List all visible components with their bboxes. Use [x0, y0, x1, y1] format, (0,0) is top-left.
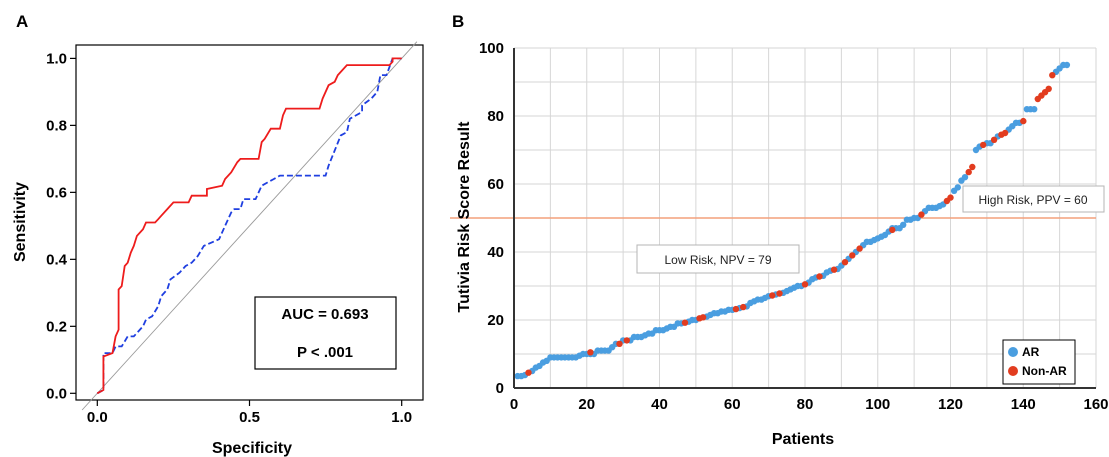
- roc-y-axis-title: Sensitivity: [12, 182, 29, 262]
- low-risk-label: Low Risk, NPV = 79: [664, 253, 771, 267]
- non-ar-point: [587, 349, 594, 356]
- legend-non-ar-marker: [1008, 366, 1018, 376]
- scatter-y-tick-label: 20: [487, 312, 504, 329]
- non-ar-point: [830, 266, 838, 273]
- non-ar-point: [856, 245, 863, 252]
- non-ar-point: [732, 305, 740, 313]
- non-ar-point: [623, 337, 630, 344]
- panel-b-label: B: [452, 12, 464, 31]
- non-ar-point: [1020, 117, 1027, 125]
- non-ar-point: [1045, 85, 1052, 93]
- non-ar-point: [681, 319, 689, 326]
- p-value-text: P < .001: [297, 344, 353, 361]
- legend-frame: [1002, 339, 1076, 385]
- roc-curve-dashed: [96, 57, 402, 395]
- scatter-points: [514, 61, 1071, 380]
- scatter-y-tick-label: 0: [496, 380, 504, 397]
- non-ar-point: [990, 136, 998, 143]
- roc-curves: [81, 41, 418, 411]
- ar-point: [961, 174, 969, 181]
- roc-y-tick-label: 0.8: [46, 117, 67, 134]
- scatter-x-tick-label: 60: [724, 396, 741, 413]
- scatter-y-axis-title: Tutivia Risk Score Result: [456, 121, 473, 313]
- non-ar-point: [889, 226, 896, 234]
- non-ar-point: [1049, 72, 1056, 79]
- non-ar-point: [969, 163, 976, 171]
- scatter-x-tick-label: 80: [797, 396, 814, 413]
- reference-diagonal: [81, 41, 418, 411]
- ar-point: [1063, 61, 1071, 69]
- scatter-y-tick-label: 100: [479, 40, 504, 57]
- ar-point: [954, 184, 961, 191]
- scatter-y-tick-label: 40: [487, 244, 504, 261]
- panel-a-label: A: [16, 12, 28, 31]
- roc-y-tick-label: 0.6: [46, 184, 67, 201]
- roc-x-tick-label: 0.0: [87, 409, 108, 426]
- non-ar-point: [947, 194, 954, 201]
- roc-x-axis-title: Specificity: [212, 440, 292, 457]
- high-risk-box: [962, 185, 1105, 213]
- non-ar-point: [980, 141, 987, 149]
- ar-point: [900, 221, 907, 228]
- non-ar-point: [841, 259, 849, 266]
- non-ar-point: [699, 314, 707, 321]
- roc-x-tick-label: 0.5: [239, 409, 260, 426]
- auc-text: AUC = 0.693: [281, 306, 368, 323]
- legend-ar-marker: [1008, 347, 1018, 357]
- high-risk-label: High Risk, PPV = 60: [978, 193, 1087, 207]
- scatter-panel: B 0 20 40 60 80 100 0 20 40 60 80 100 120 140 160 High…: [450, 12, 1109, 448]
- non-ar-point: [965, 168, 972, 176]
- low-risk-box: [636, 244, 800, 274]
- roc-y-tick-label: 1.0: [46, 50, 67, 67]
- scatter-y-tick-label: 60: [487, 176, 504, 193]
- roc-curve-solid: [96, 57, 402, 395]
- non-ar-point: [525, 369, 532, 376]
- legend-ar-label: AR: [1022, 345, 1040, 359]
- scatter-x-tick-label: 0: [510, 396, 518, 413]
- ar-point: [1031, 106, 1038, 113]
- roc-axis-ticks: 0.0 0.2 0.4 0.6 0.8 1.0 0.0 0.5 1.0: [46, 50, 412, 426]
- non-ar-point: [849, 252, 856, 259]
- scatter-x-axis-title: Patients: [772, 431, 834, 448]
- non-ar-point: [1001, 129, 1009, 137]
- auc-box: [254, 296, 397, 370]
- non-ar-point: [776, 290, 783, 297]
- legend: AR Non-AR: [1002, 339, 1076, 385]
- roc-y-tick-label: 0.2: [46, 318, 67, 335]
- non-ar-point: [801, 281, 809, 288]
- scatter-x-tick-label: 120: [938, 396, 963, 413]
- scatter-x-tick-label: 20: [578, 396, 595, 413]
- roc-y-tick-label: 0.0: [46, 385, 67, 402]
- scatter-x-tick-label: 160: [1083, 396, 1108, 413]
- non-ar-point: [816, 273, 823, 280]
- roc-x-tick-label: 1.0: [391, 409, 412, 426]
- legend-non-ar-label: Non-AR: [1022, 364, 1067, 378]
- non-ar-point: [918, 211, 925, 218]
- scatter-x-tick-label: 140: [1011, 396, 1036, 413]
- non-ar-point: [769, 292, 776, 299]
- roc-y-tick-label: 0.4: [46, 251, 68, 268]
- scatter-axis-ticks: 0 20 40 60 80 100 0 20 40 60 80 100 120 140 160: [479, 40, 1109, 413]
- roc-panel: A 0.0 0.2 0.4 0.6 0.8 1.0 0.0 0.5 1.0 AUC = 0.69…: [12, 12, 424, 457]
- scatter-x-tick-label: 40: [651, 396, 668, 413]
- non-ar-point: [616, 340, 623, 347]
- non-ar-point: [740, 303, 747, 311]
- scatter-y-tick-label: 80: [487, 108, 504, 125]
- scatter-x-tick-label: 100: [865, 396, 890, 413]
